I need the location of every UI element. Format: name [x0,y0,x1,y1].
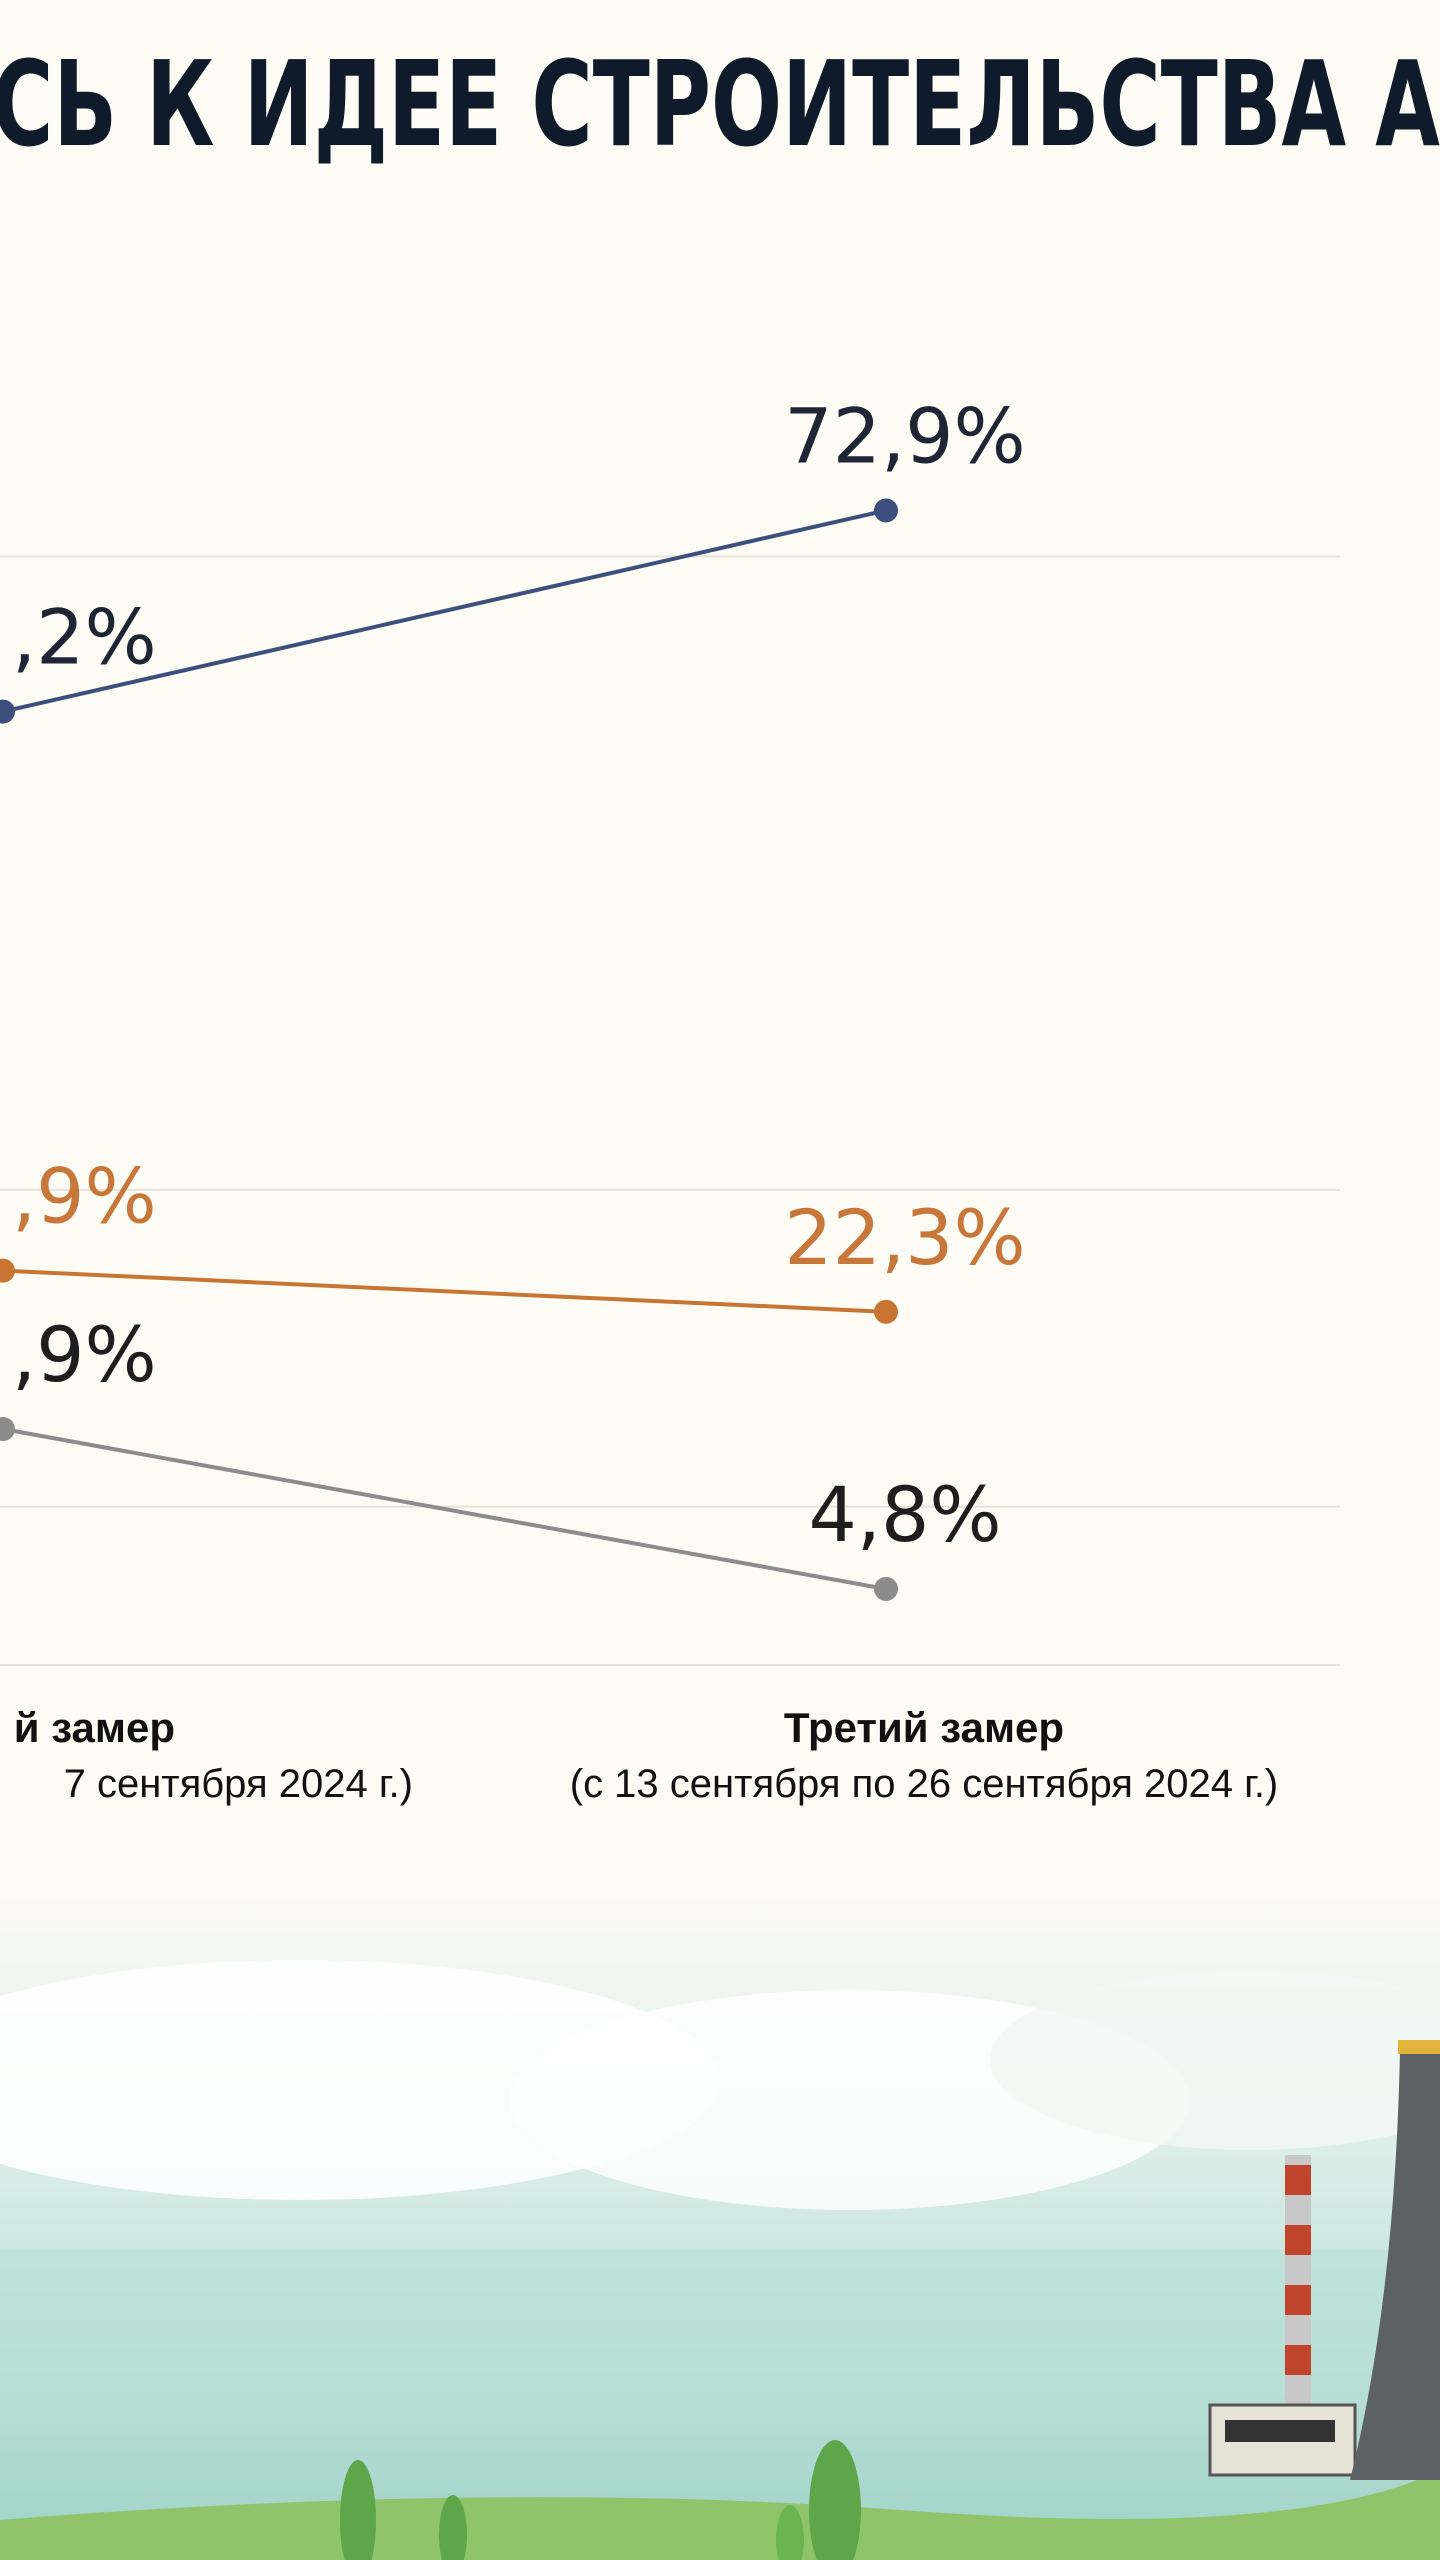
value-label: 72,9% [784,391,1025,480]
point [0,699,15,724]
point [874,498,898,523]
landscape [0,1890,1440,2560]
value-label: 4,8% [808,1470,1001,1559]
series-line [2,1427,887,1591]
point [874,1576,898,1601]
value-label: ,9% [12,1310,157,1399]
x-tick-label: Третий замер [784,1704,1064,1751]
value-label: ,9% [12,1152,157,1241]
series-line [2,1268,887,1314]
chart-title: СЬ К ИДЕЕ СТРОИТЕЛЬСТВА А [0,35,1440,173]
point [874,1299,898,1324]
x-tick-label: й замер [14,1704,175,1751]
point [0,1417,15,1442]
value-label: ,2% [12,593,157,682]
point [0,1258,15,1283]
value-label: 22,3% [784,1193,1025,1282]
series-line [2,508,887,714]
x-tick-date: (с 13 сентября по 26 сентября 2024 г.) [570,1762,1279,1806]
x-tick-date: 7 сентября 2024 г.) [64,1762,413,1806]
